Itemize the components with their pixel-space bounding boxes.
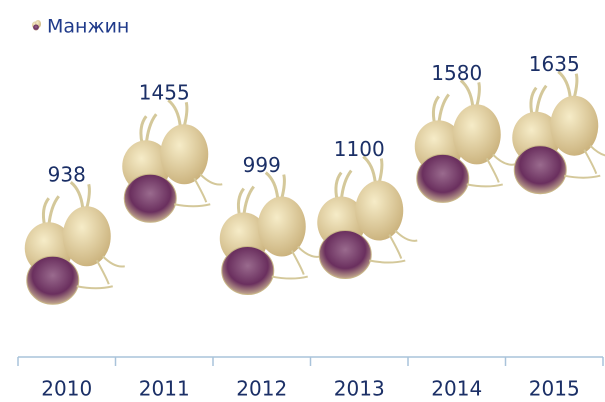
- data-label: 1635: [529, 52, 580, 76]
- turnip-part: [389, 231, 417, 259]
- turnip-part: [194, 174, 222, 202]
- x-tick-label: 2011: [139, 377, 190, 401]
- x-tick-label: 2015: [529, 377, 580, 401]
- data-label: 999: [243, 153, 281, 177]
- x-tick-label: 2010: [41, 377, 92, 401]
- turnip-part: [43, 196, 58, 226]
- chart: Манжин 2010 938 2011 1455 2012 999 2013 1100 201…: [0, 0, 605, 402]
- pictogram: [25, 182, 125, 304]
- legend: Манжин: [32, 16, 129, 38]
- pictogram: [512, 72, 605, 194]
- legend-label: Манжин: [47, 16, 129, 38]
- data-label: 1455: [139, 81, 190, 105]
- data-label: 938: [48, 163, 86, 187]
- turnip-part: [336, 171, 351, 201]
- turnip-part: [369, 261, 405, 263]
- data-label: 1580: [431, 61, 482, 85]
- turnip-part: [531, 86, 546, 116]
- x-tick-label: 2013: [334, 377, 385, 401]
- turnip-part: [238, 187, 253, 217]
- x-tick-label: 2012: [236, 377, 287, 401]
- pictogram: [317, 157, 417, 279]
- pictogram: [122, 100, 222, 222]
- turnip-part: [292, 247, 320, 275]
- turnip-part: [77, 286, 113, 288]
- x-tick-label: 2014: [431, 377, 482, 401]
- turnip-part: [174, 204, 210, 206]
- turnip-part: [433, 94, 448, 124]
- turnip-part: [564, 176, 600, 178]
- pictogram: [415, 80, 515, 202]
- turnip-part: [467, 184, 503, 186]
- data-label: 1100: [334, 137, 385, 161]
- turnip-part: [97, 256, 125, 284]
- turnip-part: [487, 154, 515, 182]
- pictogram: [220, 173, 320, 295]
- turnip-part: [141, 114, 156, 144]
- legend-icon: [32, 20, 41, 31]
- turnip-part: [272, 277, 308, 279]
